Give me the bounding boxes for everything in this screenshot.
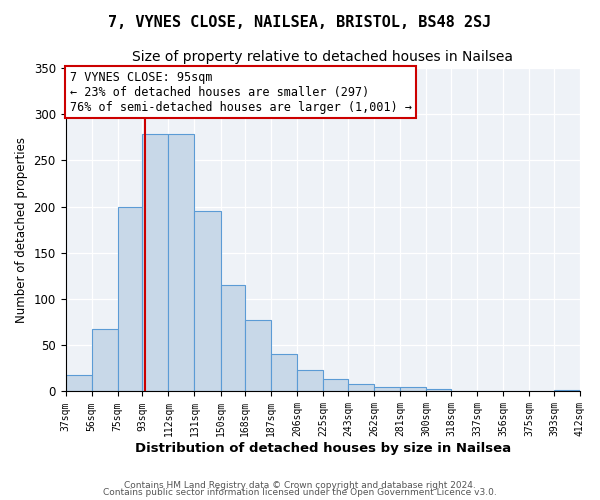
Title: Size of property relative to detached houses in Nailsea: Size of property relative to detached ho… <box>132 50 513 64</box>
Bar <box>529 390 554 392</box>
Bar <box>118 206 142 392</box>
Bar <box>374 387 400 392</box>
Bar <box>554 390 580 392</box>
Text: Contains HM Land Registry data © Crown copyright and database right 2024.: Contains HM Land Registry data © Crown c… <box>124 480 476 490</box>
Text: 7 VYNES CLOSE: 95sqm
← 23% of detached houses are smaller (297)
76% of semi-deta: 7 VYNES CLOSE: 95sqm ← 23% of detached h… <box>70 70 412 114</box>
Bar <box>348 384 374 392</box>
Bar <box>169 134 194 392</box>
Bar <box>65 375 92 392</box>
Bar <box>245 320 271 392</box>
Bar <box>451 390 477 392</box>
Bar <box>503 390 529 392</box>
Text: 7, VYNES CLOSE, NAILSEA, BRISTOL, BS48 2SJ: 7, VYNES CLOSE, NAILSEA, BRISTOL, BS48 2… <box>109 15 491 30</box>
Bar <box>92 328 118 392</box>
Bar <box>323 378 348 392</box>
Text: Contains public sector information licensed under the Open Government Licence v3: Contains public sector information licen… <box>103 488 497 497</box>
Bar <box>400 387 427 392</box>
Bar <box>427 388 451 392</box>
Bar <box>142 134 169 392</box>
Y-axis label: Number of detached properties: Number of detached properties <box>15 136 28 322</box>
X-axis label: Distribution of detached houses by size in Nailsea: Distribution of detached houses by size … <box>135 442 511 455</box>
Bar <box>271 354 298 392</box>
Bar <box>477 390 503 392</box>
Bar <box>298 370 323 392</box>
Bar <box>221 285 245 392</box>
Bar <box>194 211 221 392</box>
